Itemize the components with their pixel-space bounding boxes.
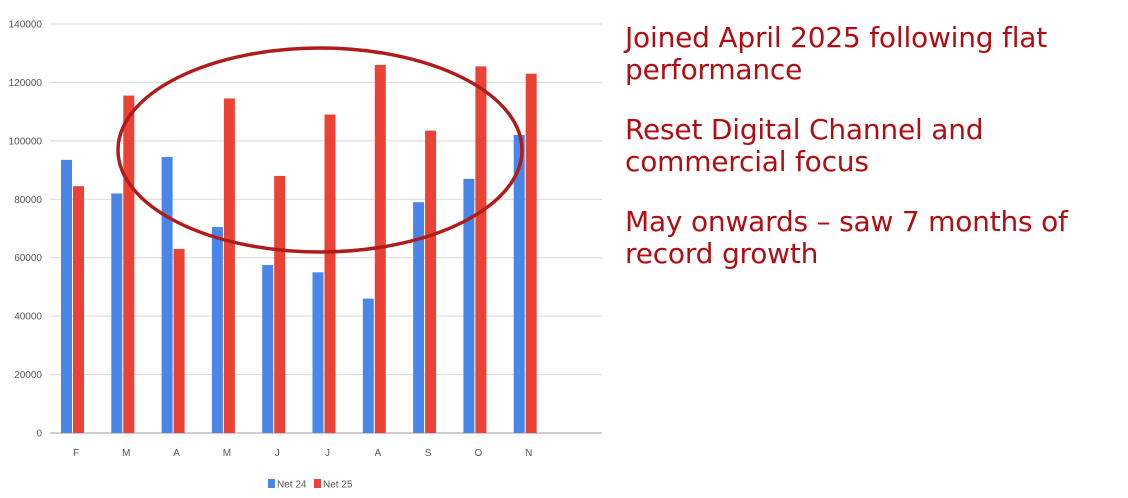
legend-label: Net 24	[277, 480, 307, 491]
note-growth: May onwards – saw 7 months of record gro…	[625, 205, 1068, 270]
bar-net-24	[362, 298, 374, 433]
x-tick-label: J	[325, 448, 330, 459]
x-tick-label: F	[73, 448, 79, 459]
x-tick-label: J	[275, 448, 280, 459]
x-tick-label: A	[374, 448, 381, 459]
bar-net-25	[525, 73, 537, 434]
x-tick-label: O	[475, 448, 483, 459]
bar-net-25	[73, 186, 84, 433]
y-tick-label: 100000	[9, 136, 43, 147]
x-tick-label: M	[223, 448, 231, 459]
y-tick-label: 140000	[9, 20, 43, 31]
note-reset: Reset Digital Channel and commercial foc…	[625, 113, 984, 178]
bar-net-24	[312, 272, 324, 433]
bar-chart: 020000400006000080000100000120000140000 …	[9, 20, 602, 491]
y-tick-label: 0	[36, 429, 42, 440]
bar-net-24	[61, 159, 72, 433]
y-tick-label: 60000	[14, 253, 42, 264]
legend: Net 24 Net 25	[268, 479, 353, 491]
bar-net-24	[211, 227, 223, 433]
bar-net-24	[413, 202, 425, 433]
bar-net-25	[475, 66, 487, 433]
x-tick-label: M	[122, 448, 130, 459]
commentary: Joined April 2025 following flat perform…	[625, 22, 1120, 298]
y-tick-label: 20000	[14, 370, 42, 381]
legend-swatch	[268, 479, 275, 488]
bar-net-24	[262, 265, 274, 433]
bar-net-25	[324, 114, 336, 434]
bar-net-25	[123, 95, 135, 433]
y-tick-label: 120000	[9, 78, 43, 89]
bar-net-25	[223, 98, 235, 433]
bar-net-24	[513, 135, 525, 433]
bar-net-24	[111, 193, 123, 433]
y-tick-label: 80000	[14, 195, 42, 206]
legend-swatch	[314, 479, 321, 488]
bar-net-24	[463, 178, 475, 433]
highlight-ellipse	[116, 46, 524, 254]
x-tick-label: S	[425, 448, 432, 459]
y-tick-label: 40000	[14, 312, 42, 323]
bar-net-24	[161, 156, 173, 434]
x-tick-label: N	[525, 448, 532, 459]
legend-label: Net 25	[323, 480, 353, 491]
y-axis-ticks: 0 20000 40000 60000 80000 100000 120000 140000	[9, 20, 43, 440]
bar-net-25	[173, 248, 185, 433]
x-tick-label: A	[173, 448, 180, 459]
note-joined: Joined April 2025 following flat perform…	[625, 21, 1048, 86]
bars	[61, 64, 537, 434]
bar-net-25	[425, 130, 437, 433]
bar-net-25	[274, 175, 286, 433]
